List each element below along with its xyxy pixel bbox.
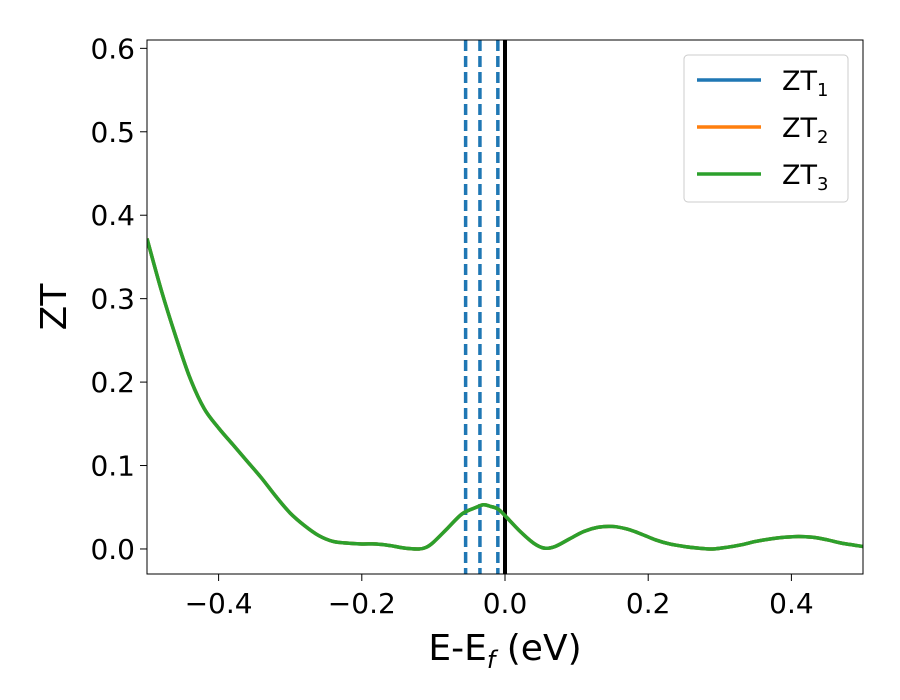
y-tick-label: 0.5 bbox=[90, 116, 135, 149]
x-axis-label-unit: (eV) bbox=[495, 628, 581, 669]
x-tick-label: 0.4 bbox=[769, 587, 814, 620]
x-axis-label-base: E-E bbox=[428, 628, 486, 669]
vertical-lines bbox=[463, 40, 507, 574]
x-axis-ticks: −0.4 −0.2 0.0 0.2 0.4 bbox=[185, 574, 814, 620]
x-tick-label: −0.2 bbox=[328, 587, 396, 620]
x-tick-label: 0.2 bbox=[626, 587, 671, 620]
legend-items: ZT1 ZT2 ZT3 bbox=[697, 66, 828, 195]
y-axis-label: ZT bbox=[34, 283, 75, 331]
y-tick-label: 0.4 bbox=[90, 199, 135, 232]
x-tick-label: −0.4 bbox=[185, 587, 253, 620]
y-axis-ticks: 0.0 0.1 0.2 0.3 0.4 0.5 0.6 bbox=[90, 32, 147, 566]
x-tick-label: 0.0 bbox=[483, 587, 528, 620]
series-lines bbox=[147, 238, 863, 551]
y-tick-label: 0.3 bbox=[90, 283, 135, 316]
legend: ZT1 ZT2 ZT3 bbox=[683, 54, 849, 203]
y-tick-label: 0.1 bbox=[90, 450, 135, 483]
legend-label-zt3: ZT3 bbox=[782, 160, 828, 195]
legend-box bbox=[683, 54, 849, 203]
legend-label-zt2: ZT2 bbox=[782, 113, 828, 148]
y-tick-label: 0.2 bbox=[90, 366, 135, 399]
series-line-zt3 bbox=[147, 238, 863, 551]
x-axis-label: E-Ef (eV) bbox=[428, 628, 581, 674]
y-tick-label: 0.0 bbox=[90, 533, 135, 566]
legend-label-zt1: ZT1 bbox=[782, 66, 828, 101]
y-tick-label: 0.6 bbox=[90, 32, 135, 65]
